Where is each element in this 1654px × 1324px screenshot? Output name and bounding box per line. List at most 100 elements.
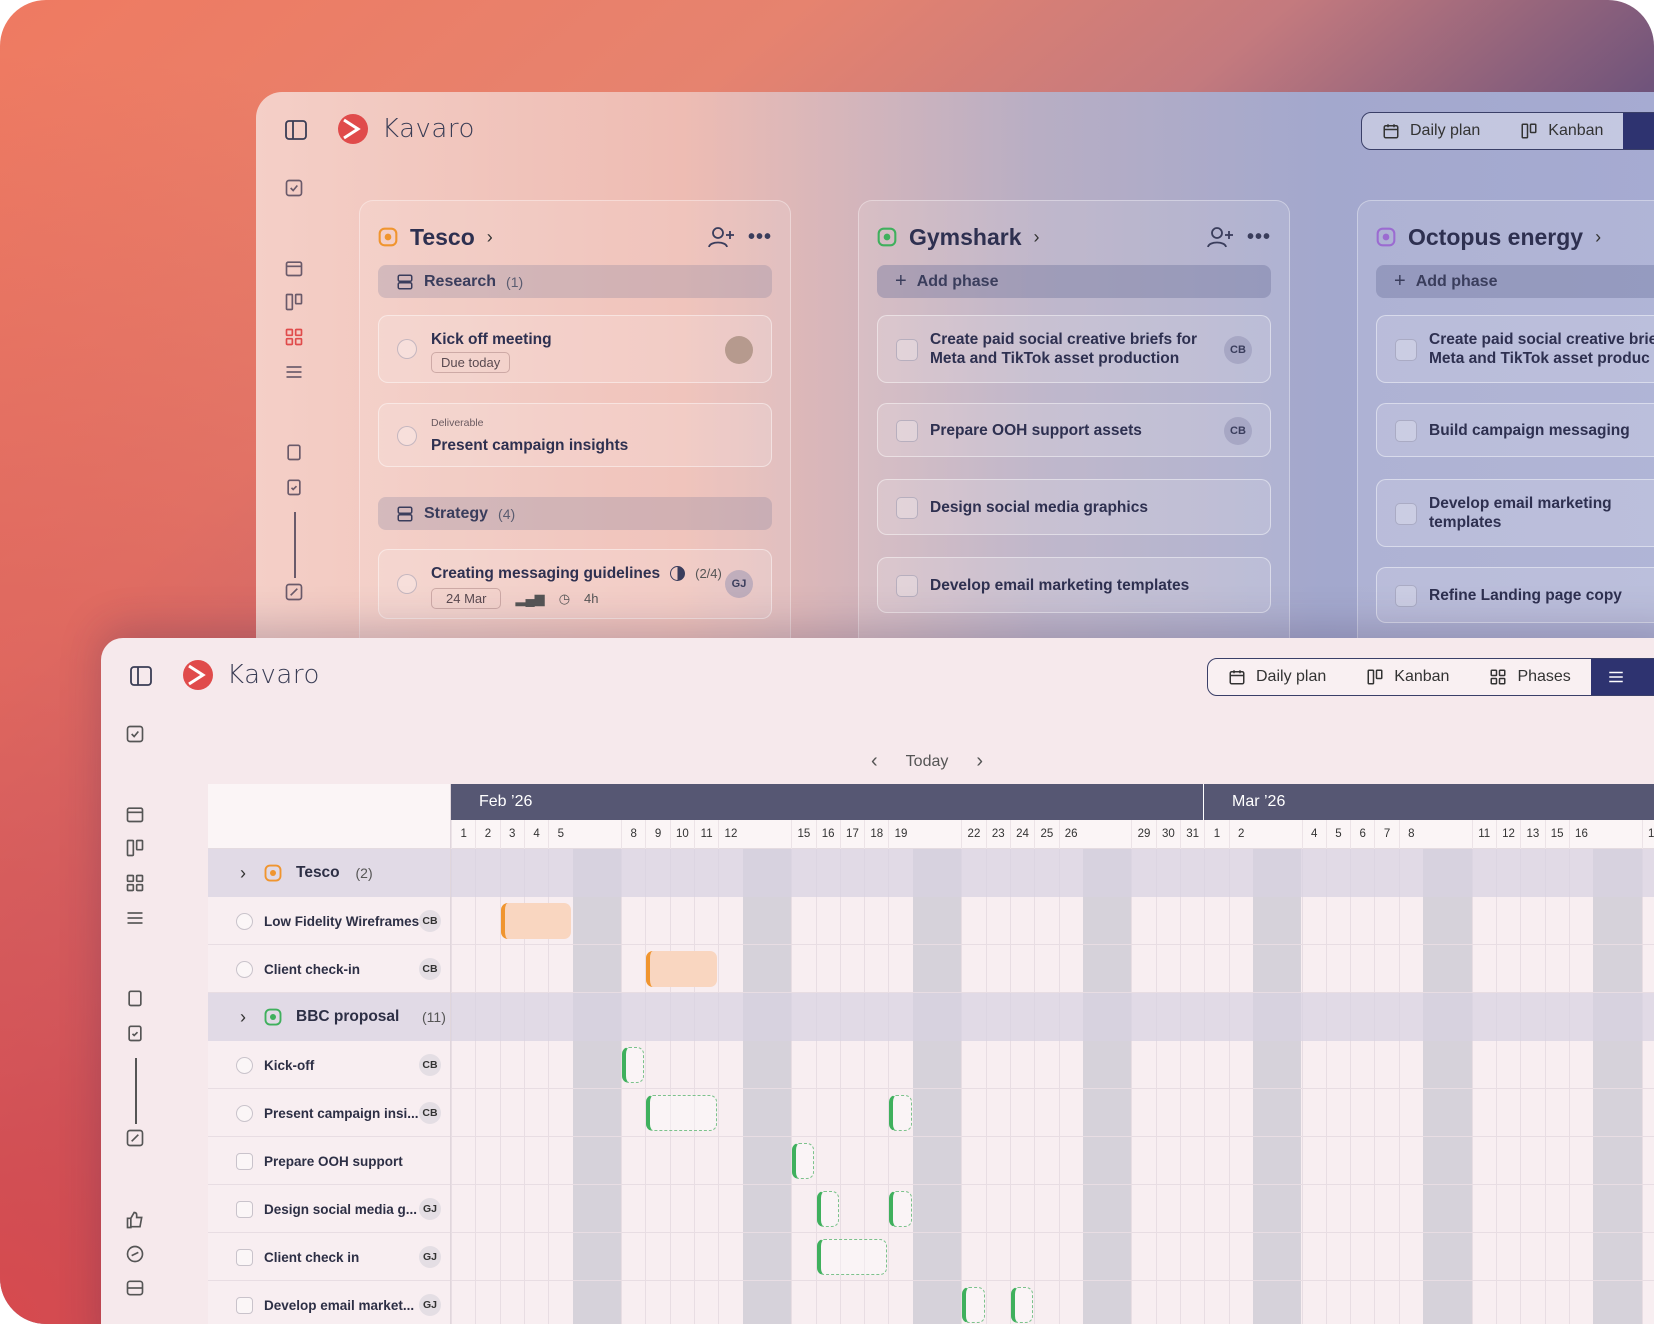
task-card[interactable]: Develop email marketing templates — [1376, 479, 1654, 547]
task-status-toggle[interactable] — [397, 339, 417, 359]
task-bar[interactable] — [816, 1239, 888, 1275]
edit-icon[interactable] — [284, 582, 306, 604]
task-row[interactable]: Design social media g... GJ — [208, 1185, 451, 1233]
clipboard-icon[interactable] — [284, 442, 306, 464]
prev-icon[interactable]: ‹ — [871, 750, 878, 772]
kanban-icon[interactable] — [125, 838, 147, 860]
task-bar[interactable] — [500, 903, 572, 939]
view-daily-plan[interactable]: Daily plan — [1208, 659, 1346, 695]
chevron-right-icon[interactable]: › — [240, 1006, 246, 1027]
grid-column — [1641, 849, 1654, 1324]
task-row[interactable]: Client check in GJ — [208, 1233, 451, 1281]
task-card[interactable]: Design social media graphics — [877, 479, 1271, 535]
task-card[interactable]: Build campaign messaging — [1376, 403, 1654, 457]
task-card[interactable]: Refine Landing page copy — [1376, 567, 1654, 623]
phase-strategy[interactable]: Strategy (4) — [378, 497, 772, 530]
task-status-toggle[interactable] — [236, 1056, 253, 1074]
task-checkbox[interactable] — [896, 339, 918, 361]
grid-icon[interactable] — [284, 327, 306, 349]
tasks-icon[interactable] — [125, 724, 147, 746]
grid-icon[interactable] — [125, 873, 147, 895]
task-bar[interactable] — [622, 1047, 645, 1083]
assignee-badge: GJ — [419, 1246, 441, 1268]
task-row[interactable]: Low Fidelity Wireframes CB — [208, 897, 451, 945]
task-status-toggle[interactable] — [236, 912, 253, 930]
task-card[interactable]: Creating messaging guidelines (2/4) 24 M… — [378, 549, 772, 619]
calendar-icon[interactable] — [284, 258, 306, 280]
task-status-toggle[interactable] — [397, 426, 417, 446]
task-checkbox[interactable] — [1395, 503, 1417, 525]
view-daily-plan[interactable]: Daily plan — [1362, 113, 1500, 149]
link-icon[interactable] — [125, 1244, 147, 1266]
task-status-toggle[interactable] — [236, 1104, 253, 1122]
list-icon[interactable] — [125, 1278, 147, 1300]
add-member-icon[interactable] — [708, 225, 736, 249]
task-checkbox[interactable] — [1395, 420, 1417, 442]
group-row[interactable]: › BBC proposal (11) — [208, 993, 451, 1041]
view-phases[interactable]: Phases — [1469, 659, 1590, 695]
task-checkbox[interactable] — [896, 497, 918, 519]
more-icon[interactable]: ••• — [747, 225, 772, 248]
task-bar[interactable] — [646, 1095, 718, 1131]
task-card[interactable]: Create paid social creative brie Meta and… — [1376, 315, 1654, 383]
edit-icon[interactable] — [125, 1128, 147, 1150]
task-row[interactable]: Client check-in CB — [208, 945, 451, 993]
task-status-toggle[interactable] — [236, 1248, 253, 1266]
task-bar[interactable] — [816, 1191, 839, 1227]
task-card[interactable]: Prepare OOH support assets CB — [877, 403, 1271, 457]
task-status-toggle[interactable] — [236, 1152, 253, 1170]
checklist-icon[interactable] — [125, 1023, 147, 1045]
view-active[interactable] — [1623, 113, 1654, 149]
add-phase-button[interactable]: + Add phase — [877, 265, 1271, 298]
task-row[interactable]: Present campaign insi... CB — [208, 1089, 451, 1137]
more-icon[interactable]: ••• — [1246, 225, 1271, 248]
phase-research[interactable]: Research (1) — [378, 265, 772, 298]
add-phase-button[interactable]: + Add phase — [1376, 265, 1654, 298]
next-icon[interactable]: › — [976, 750, 984, 772]
task-card[interactable]: Create paid social creative briefs for M… — [877, 315, 1271, 383]
task-status-toggle[interactable] — [236, 960, 253, 978]
task-row[interactable]: Develop email market... GJ — [208, 1281, 451, 1324]
view-kanban[interactable]: Kanban — [1500, 113, 1623, 149]
chevron-right-icon[interactable]: › — [1033, 226, 1040, 247]
group-row[interactable]: › Tesco (2) — [208, 849, 451, 897]
chevron-right-icon[interactable]: › — [240, 862, 246, 883]
tasks-icon[interactable] — [284, 178, 306, 200]
view-kanban[interactable]: Kanban — [1346, 659, 1469, 695]
task-bar[interactable] — [889, 1191, 912, 1227]
today-button[interactable]: Today — [905, 752, 949, 770]
task-bar[interactable] — [646, 951, 718, 987]
view-timeline[interactable] — [1590, 659, 1654, 695]
clipboard-icon[interactable] — [125, 988, 147, 1010]
task-bar[interactable] — [962, 1287, 985, 1323]
task-bar[interactable] — [792, 1143, 815, 1179]
task-card[interactable]: Deliverable Present campaign insights — [378, 403, 772, 467]
sidebar-toggle-icon[interactable] — [129, 664, 152, 686]
filters-icon[interactable] — [125, 908, 147, 930]
task-row[interactable]: Prepare OOH support — [208, 1137, 451, 1185]
task-status-toggle[interactable] — [236, 1200, 253, 1218]
kanban-icon[interactable] — [284, 292, 306, 314]
task-card[interactable]: Develop email marketing templates — [877, 557, 1271, 613]
checklist-icon[interactable] — [284, 477, 306, 499]
filters-icon[interactable] — [284, 362, 306, 384]
day-label: 1 — [1204, 820, 1228, 849]
sidebar-toggle-icon[interactable] — [284, 118, 307, 140]
task-checkbox[interactable] — [896, 420, 918, 442]
task-card[interactable]: Kick off meeting Due today — [378, 315, 772, 383]
task-status-toggle[interactable] — [236, 1296, 253, 1314]
task-bar[interactable] — [1010, 1287, 1034, 1323]
task-checkbox[interactable] — [1395, 339, 1417, 361]
add-member-icon[interactable] — [1207, 225, 1235, 249]
task-checkbox[interactable] — [896, 575, 918, 597]
chevron-right-icon[interactable]: › — [1595, 226, 1602, 247]
task-status-toggle[interactable] — [397, 574, 417, 594]
task-row[interactable]: Kick-off CB — [208, 1041, 451, 1089]
chevron-right-icon[interactable]: › — [486, 226, 493, 247]
sidebar-divider — [294, 512, 296, 578]
group-name: BBC proposal — [296, 1008, 400, 1025]
task-checkbox[interactable] — [1395, 585, 1417, 607]
task-bar[interactable] — [889, 1095, 912, 1131]
thumbs-up-icon[interactable] — [125, 1210, 147, 1232]
calendar-icon[interactable] — [125, 804, 147, 826]
